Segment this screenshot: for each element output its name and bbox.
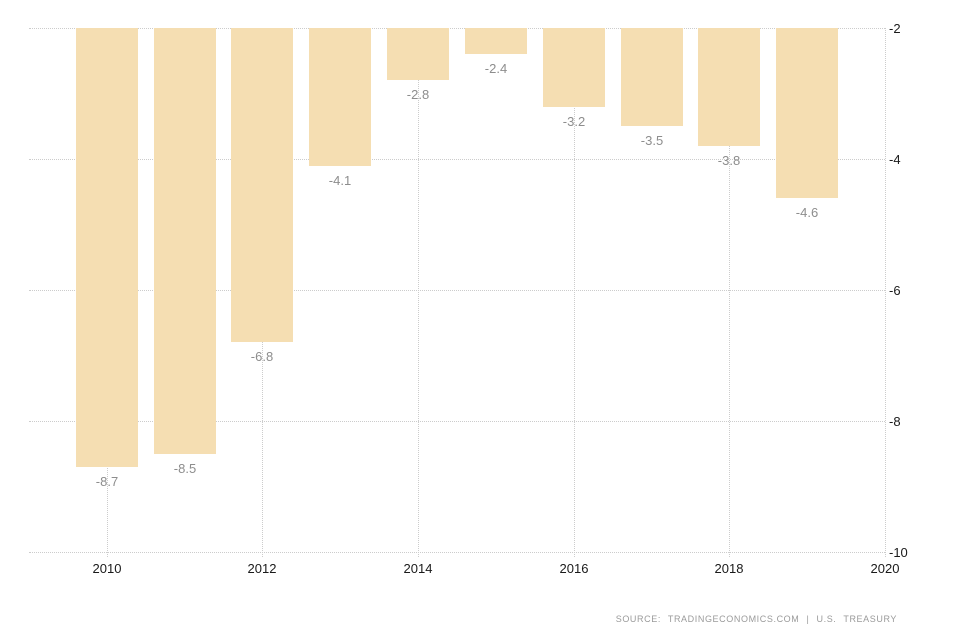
x-tick-label: 2012 [247, 561, 277, 576]
y-tick-label: -8 [889, 414, 901, 429]
bar[interactable] [387, 28, 449, 80]
bar-value-label: -3.8 [717, 153, 741, 168]
gridline-vertical [729, 28, 730, 557]
bar-value-label: -2.8 [406, 87, 430, 102]
bar-value-label: -4.6 [795, 205, 819, 220]
gridline-vertical [574, 28, 575, 557]
y-tick-label: -10 [889, 545, 908, 560]
bar[interactable] [309, 28, 371, 166]
source-attribution: SOURCE: TRADINGECONOMICS.COM | U.S. TREA… [587, 604, 897, 634]
bar[interactable] [76, 28, 138, 467]
bar-value-label: -4.1 [328, 173, 352, 188]
bar-value-label: -3.2 [562, 114, 586, 129]
gridline-horizontal [29, 421, 885, 422]
x-tick-label: 2010 [92, 561, 122, 576]
gridline-horizontal [29, 552, 885, 553]
y-tick-label: -6 [889, 283, 901, 298]
bar[interactable] [543, 28, 605, 107]
bar-value-label: -2.4 [484, 61, 508, 76]
bar[interactable] [154, 28, 216, 454]
y-tick-label: -2 [889, 21, 901, 36]
x-tick-label: 2018 [714, 561, 744, 576]
bar[interactable] [465, 28, 527, 54]
bar-value-label: -8.7 [95, 474, 119, 489]
gridline-horizontal [29, 290, 885, 291]
bar[interactable] [231, 28, 293, 342]
bar-value-label: -6.8 [250, 349, 274, 364]
y-tick-label: -4 [889, 152, 901, 167]
gridline-vertical [885, 28, 886, 557]
gridline-horizontal [29, 159, 885, 160]
source-text: SOURCE: TRADINGECONOMICS.COM | U.S. TREA… [615, 614, 897, 624]
bar-value-label: -8.5 [173, 461, 197, 476]
bar[interactable] [621, 28, 683, 126]
bar-value-label: -3.5 [640, 133, 664, 148]
x-tick-label: 2016 [559, 561, 589, 576]
x-tick-label: 2014 [403, 561, 433, 576]
bar[interactable] [698, 28, 760, 146]
gridline-horizontal [29, 28, 885, 29]
gridline-vertical [418, 28, 419, 557]
x-tick-label: 2020 [870, 561, 900, 576]
bar[interactable] [776, 28, 838, 198]
